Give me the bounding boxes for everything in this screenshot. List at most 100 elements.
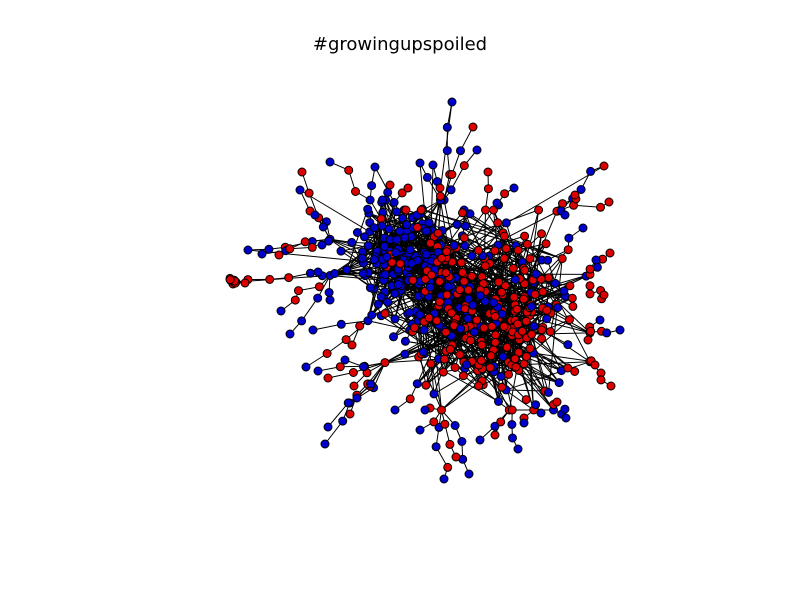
graph-node-blue [468,300,478,310]
graph-edge [301,297,319,322]
graph-node-blue [442,122,452,132]
graph-node-red [606,381,616,391]
graph-node-red [323,373,333,383]
graph-node-blue [378,195,387,205]
graph-node-red [480,261,490,271]
graph-node-red [435,277,445,286]
graph-node-red [568,301,578,311]
graph-node-blue [366,379,376,389]
graph-node-blue [498,352,508,362]
graph-node-red [590,360,600,370]
graph-node-blue [380,242,389,251]
graph-node-red [297,167,307,177]
graph-node-blue [392,207,401,217]
graph-node-red [599,290,609,300]
graph-node-red [507,405,517,415]
graph-node-blue [560,210,570,220]
graph-node-red [511,362,521,372]
graph-edge [312,323,342,331]
graph-node-red [401,205,411,215]
graph-node-blue [508,433,517,443]
graph-node-blue [325,295,335,305]
graph-node-blue [336,246,346,256]
graph-node-red [341,335,351,345]
graph-node-red [442,290,452,300]
graph-node-blue [452,220,462,229]
graph-node-blue [400,349,410,359]
graph-node-red [351,187,360,196]
graph-node-blue [297,316,307,326]
graph-node-blue [243,245,253,255]
graph-node-blue [544,387,553,397]
graph-node-red [519,294,529,304]
graph-node-blue [457,437,467,446]
graph-node-red [522,352,531,362]
graph-node-red [520,231,530,241]
graph-node-blue [367,181,377,191]
graph-edge [353,362,386,373]
graph-node-red [596,375,606,385]
graph-node-red [355,321,365,331]
graph-node-red [530,289,540,299]
graph-node-red [441,268,451,278]
graph-node-blue [305,268,315,278]
graph-node-red [349,381,359,391]
graph-node-red [605,248,615,258]
graph-edge [450,165,465,191]
graph-node-red [455,350,465,360]
graph-node-red [265,274,275,284]
graph-node-blue [439,474,449,484]
graph-node-blue [383,297,393,307]
graph-node-red [438,367,448,377]
graph-node-blue [472,145,482,155]
graph-node-red [380,358,390,368]
graph-node-red [344,165,354,175]
graph-node-blue [559,286,569,296]
graph-node-red [567,293,577,303]
graph-node-red [466,336,476,346]
graph-node-blue [595,315,605,325]
graph-node-blue [415,425,425,435]
graph-node-red [435,183,445,193]
graph-node-blue [389,198,399,207]
graph-node-red [427,270,436,280]
graph-node-blue [313,293,323,303]
graph-node-red [426,359,436,369]
graph-node-red [563,363,573,373]
graph-node-red [490,311,500,321]
graph-node-red [335,362,345,372]
graph-node-blue [554,378,564,388]
graph-node-blue [475,291,485,301]
graph-node-blue [383,187,393,197]
graph-node-blue [591,255,601,265]
graph-node-red [497,287,507,297]
graph-node-blue [464,294,474,304]
graph-node-red [476,356,486,365]
graph-edge [548,258,563,393]
graph-node-blue [509,183,519,193]
graph-node-blue [564,233,574,243]
graph-node-blue [393,280,403,289]
graph-node-blue [464,469,474,479]
graph-node-red [294,286,303,296]
graph-node-blue [421,226,431,236]
graph-node-red [290,295,300,305]
graph-node-blue [507,420,517,429]
graph-node-red [450,363,460,372]
graph-node-red [508,263,518,273]
graph-node-blue [462,360,471,370]
graph-edge [505,389,545,392]
graph-node-blue [295,185,305,195]
graph-node-red [545,327,555,337]
graph-node-blue [428,160,438,170]
graph-node-red [421,380,431,390]
graph-node-blue [405,245,415,255]
graph-node-blue [340,355,350,365]
graph-edge [524,235,591,362]
graph-node-blue [377,221,387,231]
graph-node-red [416,205,426,215]
graph-node-red [499,231,509,241]
graph-node-blue [418,347,428,357]
